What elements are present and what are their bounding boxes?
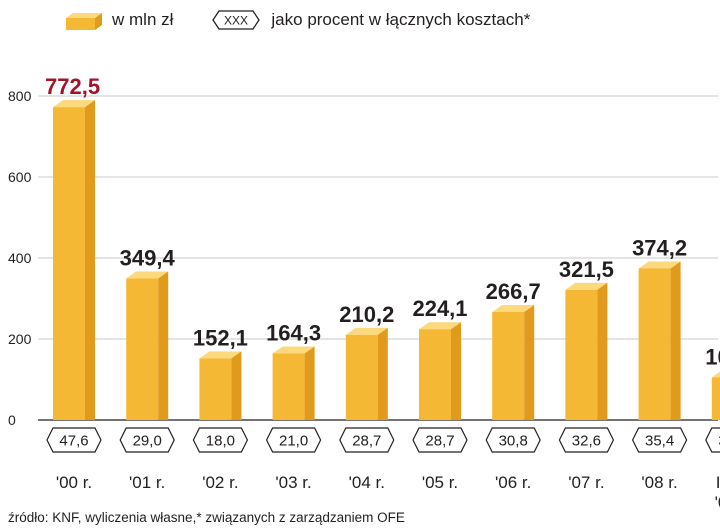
bar [638, 268, 671, 420]
x-tick-label: '04 r. [349, 473, 385, 492]
y-tick-label: 800 [8, 88, 32, 104]
bar-value-label: 164,3 [266, 320, 321, 345]
bar-side [377, 327, 388, 420]
percent-hexagon [631, 427, 688, 453]
bar-value-label: 210,2 [339, 302, 394, 327]
bar-side [231, 351, 242, 420]
bar [419, 329, 451, 420]
bar-side [670, 261, 681, 420]
x-tick-label: '00 r. [56, 473, 92, 492]
percent-label: 35,4 [645, 433, 674, 450]
percent-label: 32,6 [572, 433, 601, 450]
percent-label: 38,4 [718, 433, 720, 450]
bar-top [565, 282, 608, 290]
x-tick-label: '02 r. [202, 473, 238, 492]
bar-value-label: 349,4 [120, 245, 176, 270]
percent-hexagon [339, 427, 395, 453]
x-tick-label: '07 r. [568, 473, 604, 492]
source-note: źródło: KNF, wyliczenia własne,* związan… [8, 510, 405, 525]
percent-label: 30,8 [499, 433, 528, 450]
x-tick-label: '05 r. [422, 473, 458, 492]
bar-value-label: 266,7 [486, 279, 541, 304]
percent-label: 47,6 [59, 433, 88, 450]
bar-side [597, 282, 608, 420]
x-tick-label: '03 r. [275, 473, 311, 492]
percent-hexagon [558, 427, 615, 453]
percent-label: 18,0 [206, 433, 235, 450]
legend-hex-label: jako procent w łącznych kosztach* [271, 10, 531, 29]
bar-side [524, 304, 535, 420]
y-tick-label: 400 [8, 250, 32, 266]
bar-top [126, 271, 169, 279]
bar [711, 377, 720, 420]
bar [53, 107, 85, 420]
x-tick-label: '09 r. [715, 493, 720, 512]
bar-side [451, 322, 461, 420]
percent-label: 28,7 [352, 433, 381, 450]
bar-top [419, 322, 461, 330]
legend-hex-swatch-icon: XXX [212, 10, 261, 30]
percent-hexagon [412, 427, 468, 453]
bar-top [199, 351, 242, 359]
legend-bars-label: w mln zł [112, 10, 174, 29]
bar [492, 311, 525, 420]
bar-top [272, 346, 315, 354]
bar [126, 278, 159, 420]
percent-label: 28,7 [425, 433, 454, 450]
y-tick-label: 0 [8, 412, 16, 428]
bar-top [53, 100, 95, 108]
y-tick-label: 600 [8, 169, 32, 185]
bar-side [158, 271, 169, 420]
bar-top [711, 371, 720, 378]
bar-side [85, 100, 95, 420]
x-tick-label: '01 r. [129, 473, 165, 492]
x-tick-label: '06 r. [495, 473, 531, 492]
percent-hexagon [705, 427, 720, 453]
bar-top [638, 261, 681, 269]
bar-value-label: 224,1 [412, 296, 467, 321]
bar [272, 353, 305, 420]
bar-top [345, 327, 388, 335]
x-tick-label: '08 r. [641, 473, 677, 492]
y-tick-label: 200 [8, 331, 32, 347]
percent-label: 29,0 [133, 433, 162, 450]
percent-hexagon [119, 427, 175, 453]
percent-hexagon [265, 427, 322, 453]
bar-top [492, 304, 535, 312]
percent-hexagon [46, 427, 102, 453]
svg-text:XXX: XXX [224, 14, 248, 28]
bar-value-label: 374,2 [632, 235, 687, 260]
bar [345, 334, 378, 420]
bar-side [304, 346, 315, 420]
percent-hexagon [192, 427, 249, 453]
legend: w mln zł XXX jako procent w łącznych kos… [64, 8, 530, 32]
bar-value-label: 152,1 [193, 325, 248, 350]
x-tick-label: I kw. [716, 473, 720, 492]
bar [199, 358, 232, 420]
percent-hexagon [485, 427, 541, 453]
bar-value-label: 772,5 [45, 74, 100, 99]
bar-value-label: 321,5 [559, 257, 614, 282]
percent-label: 21,0 [279, 433, 308, 450]
legend-bar-swatch-icon [66, 13, 102, 30]
bar [565, 289, 598, 420]
bar-value-label: 105,2 [705, 344, 720, 369]
